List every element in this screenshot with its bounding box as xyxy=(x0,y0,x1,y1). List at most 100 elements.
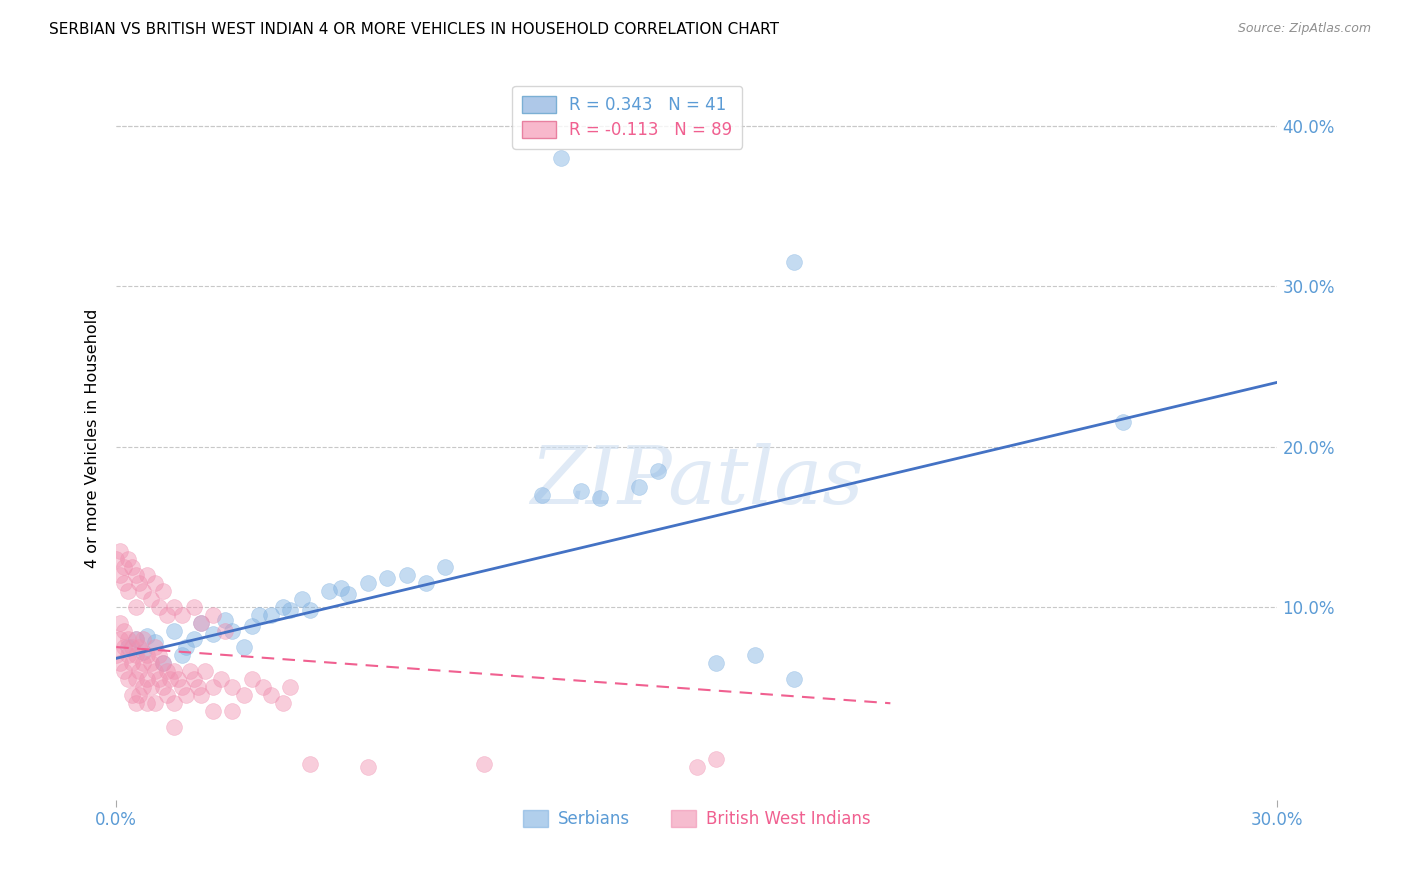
Point xyxy=(163,720,186,734)
Point xyxy=(108,567,131,582)
Point xyxy=(136,648,159,662)
Point xyxy=(174,688,197,702)
Point xyxy=(240,619,263,633)
Point xyxy=(260,607,283,622)
Point xyxy=(233,640,256,654)
Point xyxy=(167,672,190,686)
Point xyxy=(318,583,340,598)
Point xyxy=(194,664,217,678)
Point xyxy=(139,656,162,670)
Point xyxy=(117,640,139,654)
Point xyxy=(155,688,177,702)
Point xyxy=(117,583,139,598)
Point xyxy=(569,484,592,499)
Point xyxy=(132,632,155,646)
Point xyxy=(143,640,166,654)
Point xyxy=(647,464,669,478)
Point xyxy=(163,624,186,638)
Legend: Serbians, British West Indians: Serbians, British West Indians xyxy=(516,803,877,835)
Point xyxy=(183,599,205,614)
Point xyxy=(627,480,650,494)
Point xyxy=(148,648,170,662)
Point xyxy=(117,648,139,662)
Point xyxy=(183,632,205,646)
Point xyxy=(148,672,170,686)
Text: ZIPatlas: ZIPatlas xyxy=(530,443,863,521)
Point xyxy=(121,559,143,574)
Point xyxy=(121,640,143,654)
Point xyxy=(291,591,314,606)
Point xyxy=(152,656,174,670)
Point xyxy=(136,696,159,710)
Point xyxy=(202,680,225,694)
Point xyxy=(143,575,166,590)
Point xyxy=(280,603,302,617)
Point xyxy=(112,640,135,654)
Point xyxy=(744,648,766,662)
Point xyxy=(170,648,193,662)
Point xyxy=(190,688,212,702)
Point xyxy=(187,680,209,694)
Point xyxy=(117,632,139,646)
Point xyxy=(152,656,174,670)
Point xyxy=(124,672,146,686)
Point xyxy=(271,599,294,614)
Point xyxy=(136,567,159,582)
Point xyxy=(271,696,294,710)
Point xyxy=(128,688,150,702)
Point xyxy=(124,632,146,646)
Point xyxy=(190,615,212,630)
Point xyxy=(163,599,186,614)
Point xyxy=(124,648,146,662)
Point xyxy=(152,680,174,694)
Point xyxy=(686,760,709,774)
Text: SERBIAN VS BRITISH WEST INDIAN 4 OR MORE VEHICLES IN HOUSEHOLD CORRELATION CHART: SERBIAN VS BRITISH WEST INDIAN 4 OR MORE… xyxy=(49,22,779,37)
Point xyxy=(434,559,457,574)
Point xyxy=(148,599,170,614)
Point xyxy=(136,672,159,686)
Point xyxy=(108,543,131,558)
Point xyxy=(132,583,155,598)
Point xyxy=(174,640,197,654)
Point xyxy=(105,551,128,566)
Point xyxy=(375,571,398,585)
Point xyxy=(112,624,135,638)
Point xyxy=(139,591,162,606)
Point xyxy=(128,575,150,590)
Point xyxy=(357,575,380,590)
Point xyxy=(298,757,321,772)
Point xyxy=(260,688,283,702)
Point xyxy=(108,632,131,646)
Point xyxy=(704,656,727,670)
Point xyxy=(128,664,150,678)
Point xyxy=(132,656,155,670)
Point xyxy=(202,627,225,641)
Point xyxy=(214,613,236,627)
Point xyxy=(121,688,143,702)
Point xyxy=(117,672,139,686)
Point xyxy=(550,151,572,165)
Point xyxy=(152,583,174,598)
Point xyxy=(139,680,162,694)
Point xyxy=(337,587,360,601)
Point xyxy=(589,491,612,505)
Y-axis label: 4 or more Vehicles in Household: 4 or more Vehicles in Household xyxy=(86,309,100,568)
Point xyxy=(121,656,143,670)
Text: Source: ZipAtlas.com: Source: ZipAtlas.com xyxy=(1237,22,1371,36)
Point xyxy=(159,672,181,686)
Point xyxy=(105,648,128,662)
Point xyxy=(124,632,146,646)
Point xyxy=(163,696,186,710)
Point xyxy=(155,664,177,678)
Point xyxy=(183,672,205,686)
Point xyxy=(280,680,302,694)
Point xyxy=(214,624,236,638)
Point xyxy=(209,672,232,686)
Point xyxy=(357,760,380,774)
Point xyxy=(124,696,146,710)
Point xyxy=(143,635,166,649)
Point xyxy=(108,615,131,630)
Point xyxy=(128,640,150,654)
Point xyxy=(221,704,243,718)
Point xyxy=(233,688,256,702)
